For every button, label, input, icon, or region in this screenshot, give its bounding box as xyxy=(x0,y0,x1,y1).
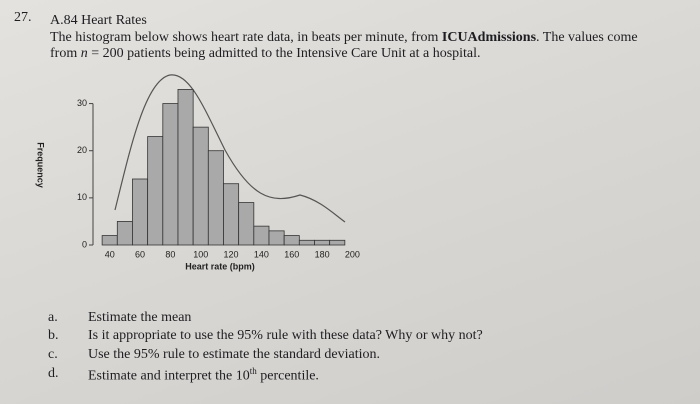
bar xyxy=(283,235,300,246)
bar xyxy=(268,230,285,246)
bar xyxy=(132,178,149,246)
item-letter: d. xyxy=(48,366,59,381)
problem-title: A.84 Heart Rates xyxy=(50,13,147,28)
bar xyxy=(192,126,209,246)
density-curve xyxy=(114,74,346,223)
x-tick-label: 80 xyxy=(165,249,175,259)
text: . The values come xyxy=(536,30,638,45)
bar xyxy=(298,239,315,246)
text: percentile. xyxy=(256,368,319,384)
y-tick-label: 0 xyxy=(82,239,87,249)
bar xyxy=(253,225,270,246)
x-tick-label: 60 xyxy=(135,249,145,259)
text: from xyxy=(50,46,81,61)
question: Estimate the mean xyxy=(88,310,192,325)
bar xyxy=(314,239,331,246)
y-tick-label: 30 xyxy=(77,98,87,108)
bar xyxy=(207,150,224,246)
x-tick-label: 180 xyxy=(315,249,330,259)
x-tick-label: 140 xyxy=(254,249,269,259)
text: The histogram below shows heart rate dat… xyxy=(50,30,442,45)
item-letter: b. xyxy=(48,328,59,343)
superscript: th xyxy=(249,366,257,376)
question: Use the 95% rule to estimate the standar… xyxy=(88,347,380,362)
bar xyxy=(147,136,164,246)
bar xyxy=(101,235,118,246)
bar xyxy=(223,183,240,246)
y-axis-title: Frequency xyxy=(36,142,46,188)
x-tick-label: 200 xyxy=(345,249,360,259)
bar xyxy=(177,89,194,246)
text: Estimate and interpret the 10 xyxy=(88,368,250,384)
text: = 200 patients being admitted to the Int… xyxy=(87,46,481,61)
bar xyxy=(116,221,133,246)
bar xyxy=(329,239,346,246)
x-axis-title: Heart rate (bpm) xyxy=(185,261,255,271)
item-letter: c. xyxy=(48,347,58,362)
problem-number: 27. xyxy=(14,10,32,25)
x-tick-label: 160 xyxy=(284,249,299,259)
bar xyxy=(238,202,255,246)
dataset-name: ICUAdmissions xyxy=(441,30,537,45)
x-tick-label: 40 xyxy=(105,249,115,259)
question: Is it appropriate to use the 95% rule wi… xyxy=(88,328,483,343)
question: Estimate and interpret the 10th percenti… xyxy=(88,366,319,385)
y-tick-label: 20 xyxy=(77,145,87,155)
x-tick-label: 120 xyxy=(224,249,239,259)
text: n xyxy=(80,46,88,61)
item-letter: a. xyxy=(48,310,58,325)
y-tick-label: 10 xyxy=(77,192,87,202)
bar xyxy=(162,103,179,246)
intro-line: from n = 200 patients being admitted to … xyxy=(50,46,481,62)
x-tick-label: 100 xyxy=(193,249,208,259)
intro-line: The histogram below shows heart rate dat… xyxy=(50,30,638,46)
